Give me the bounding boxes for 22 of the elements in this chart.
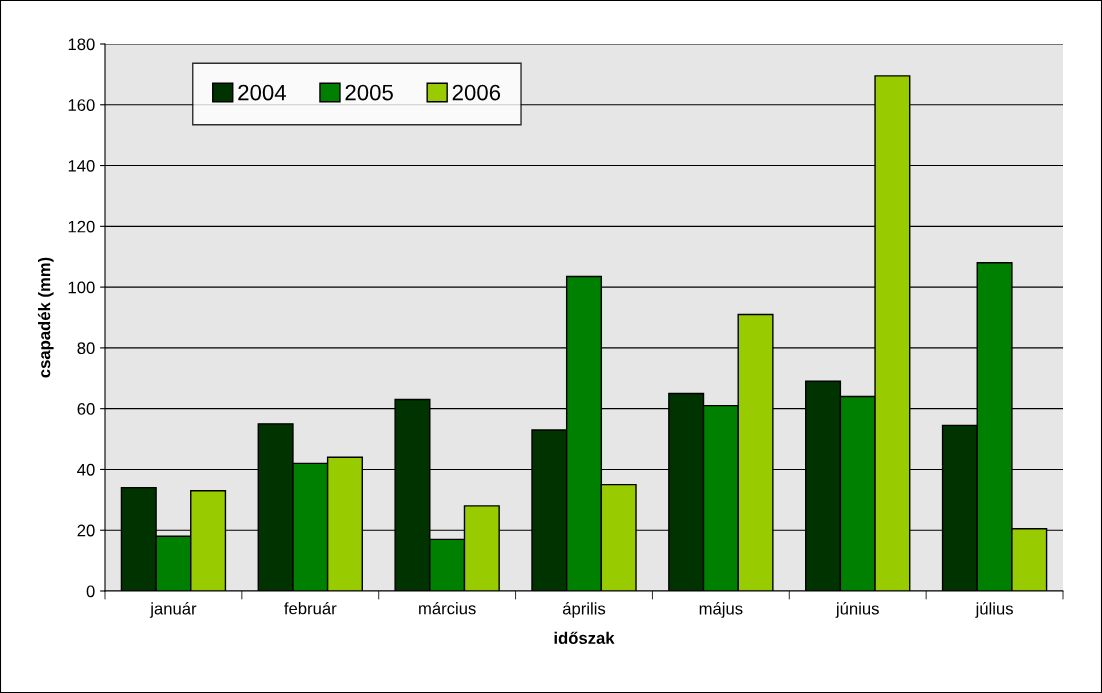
y-axis-title: csapadék (mm) (37, 257, 54, 378)
x-tick-label: április (562, 602, 606, 618)
legend-label: 2006 (452, 84, 501, 101)
x-tick-label: január (149, 602, 197, 618)
y-tick-label: 60 (77, 403, 95, 415)
x-axis-title: időszak (554, 631, 615, 644)
y-tick-label: 140 (68, 159, 95, 172)
y-tick-label: 0 (86, 585, 95, 598)
y-tick-label: 40 (77, 463, 95, 476)
x-tick-label: június (835, 602, 879, 618)
x-tick-label: március (419, 601, 476, 615)
x-tick-label: február (284, 601, 337, 615)
x-tick-label: május (699, 602, 743, 618)
y-tick-label: 160 (68, 99, 95, 111)
legend-label: 2005 (345, 84, 393, 101)
x-tick-label: július (975, 602, 1013, 618)
legend-label: 2004 (238, 84, 286, 101)
y-tick-label: 80 (77, 342, 95, 355)
y-tick-label: 120 (68, 220, 95, 233)
y-tick-label: 100 (68, 281, 95, 294)
y-tick-label: 180 (68, 38, 95, 51)
y-tick-label: 20 (77, 524, 95, 537)
